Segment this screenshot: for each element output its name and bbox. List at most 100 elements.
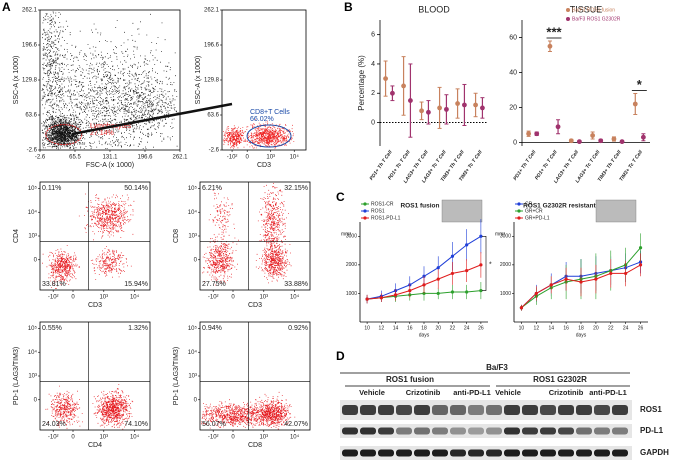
y-tick-label: 10⁴ — [28, 349, 38, 356]
y-tick-label: 10³ — [188, 374, 197, 380]
y-tick-label: 10⁴ — [188, 349, 198, 356]
legend-swatch — [363, 209, 367, 213]
x-tick-label: 16 — [563, 325, 569, 331]
mean-dot — [640, 134, 646, 140]
y-tick-label: 10³ — [28, 374, 37, 380]
x-tick-label: 10⁴ — [290, 434, 300, 441]
y-axis-label: PD-1 (LAG3/TIM3) — [13, 347, 20, 405]
mean-dot — [598, 138, 604, 144]
blot-band — [486, 405, 502, 415]
legend-label: GR+CR — [525, 208, 543, 214]
y-axis-label: CD8 — [173, 229, 180, 243]
blot-band — [522, 449, 538, 457]
y-axis-label: PD-1 (LAG3/TIM3) — [173, 347, 180, 405]
quadrant-percent: 0.11% — [42, 185, 61, 192]
point — [436, 291, 440, 296]
blot-band — [612, 449, 628, 457]
x-tick-label: 10³ — [99, 435, 108, 441]
point — [479, 288, 483, 293]
blot-cell-line: Ba/F3 — [486, 363, 508, 372]
x-axis-label: CD3 — [257, 162, 271, 169]
chart-title: TISSUE — [570, 4, 603, 14]
blot-row-label: ROS1 — [640, 405, 662, 414]
x-axis-label: CD4 — [88, 442, 102, 449]
y-tick-label: 196.6 — [22, 43, 38, 49]
blot-band — [450, 449, 466, 457]
lane-label: Crizotinib — [406, 388, 441, 397]
x-axis-label: CD3 — [88, 302, 102, 309]
gate — [246, 124, 292, 148]
blot-band — [360, 427, 376, 435]
x-tick-label: 10 — [519, 325, 525, 331]
blot-band — [378, 427, 394, 435]
x-tick-label: -10² — [48, 435, 59, 441]
tumor-photo — [595, 199, 637, 223]
x-tick-label: -10² — [227, 155, 238, 161]
legend-swatch — [566, 8, 570, 12]
x-tick-label: 10³ — [259, 435, 268, 441]
y-tick-label: 6 — [371, 31, 375, 38]
point — [534, 291, 538, 296]
chart-title: ROS1 G2302R resistant mutation — [523, 203, 625, 210]
y-tick-label: 262.1 — [22, 8, 38, 14]
event-dots — [45, 384, 134, 430]
x-tick-label: 10³ — [259, 295, 268, 301]
legend-label: ROS1 — [371, 208, 385, 214]
point — [638, 246, 643, 250]
blot-band — [414, 427, 430, 435]
x-tick-label: 0 — [71, 435, 75, 441]
panel-label: B — [344, 0, 353, 14]
mean-dot — [383, 76, 388, 82]
x-tick-label: -10² — [48, 295, 59, 301]
y-tick-label: 0 — [34, 397, 38, 403]
x-tick-label: 0 — [231, 435, 235, 441]
tumor-photo — [441, 199, 483, 223]
blot-band — [360, 405, 376, 415]
x-tick-label: 20 — [593, 325, 599, 331]
blot-band — [360, 449, 376, 457]
significance-bracket — [482, 235, 487, 291]
significance-mark: *** — [546, 24, 562, 39]
blot-band — [504, 449, 520, 457]
y-tick-label: -2.6 — [209, 148, 220, 154]
blot-band — [504, 427, 520, 435]
x-tick-label: -10² — [208, 435, 219, 441]
event-dots — [202, 183, 292, 286]
blot-group: ROS1 G2302R — [533, 375, 587, 384]
mean-dot — [555, 124, 561, 130]
blot-band — [558, 427, 574, 435]
legend-label: Ba/F3 ROS1 G2302R — [572, 16, 621, 22]
point — [549, 283, 553, 287]
point — [609, 271, 613, 276]
quadrant-plot: 10⁵ 10⁴ 10³ 0 -10² 0 10³ 10⁴ CD4 PD-1 (LAG3/TIM3)… — [13, 321, 151, 449]
gate-arrow — [71, 102, 233, 136]
point — [479, 263, 483, 267]
quadrant-plot: 10⁵ 10⁴ 10³ 0 -10² 0 10³ 10⁴ CD3 CD4 0.11% 50.14% 33… — [13, 181, 151, 309]
blot-band — [450, 427, 466, 435]
x-tick-label: 131.1 — [102, 155, 118, 161]
mean-dot — [534, 131, 540, 137]
y-tick-label: 10⁵ — [28, 325, 38, 332]
mean-dot — [437, 105, 442, 111]
legend-label: Ba/F3 ROS1 fusion — [572, 7, 615, 13]
point — [638, 263, 643, 267]
x-tick-label: 20 — [435, 325, 441, 331]
legend-label: ROS1-PD-L1 — [371, 215, 401, 221]
x-tick-label: 10⁴ — [290, 154, 300, 161]
y-tick-label: 2000 — [346, 262, 357, 268]
blot-band — [378, 405, 394, 415]
lane-label: anti-PD-L1 — [453, 388, 491, 397]
x-tick-label: 26 — [638, 325, 644, 331]
x-tick-label: 10 — [364, 325, 370, 331]
point — [465, 290, 469, 294]
y-tick-label: 0 — [371, 119, 375, 126]
x-tick-label: 0 — [231, 295, 235, 301]
x-axis-label: days — [419, 332, 430, 338]
blot-band — [612, 427, 628, 435]
point — [594, 277, 598, 281]
blot-band — [432, 449, 448, 457]
blot-band — [522, 427, 538, 435]
panel-label: D — [336, 349, 345, 363]
point — [436, 277, 440, 281]
